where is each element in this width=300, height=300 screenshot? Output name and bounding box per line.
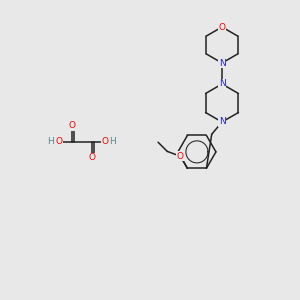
Text: O: O bbox=[88, 154, 95, 163]
Text: O: O bbox=[101, 137, 109, 146]
Text: O: O bbox=[218, 22, 226, 32]
Text: O: O bbox=[68, 122, 76, 130]
Text: O: O bbox=[177, 152, 184, 161]
Text: N: N bbox=[219, 118, 225, 127]
Text: H: H bbox=[110, 137, 116, 146]
Text: H: H bbox=[48, 137, 54, 146]
Text: O: O bbox=[56, 137, 62, 146]
Text: N: N bbox=[219, 80, 225, 88]
Text: N: N bbox=[219, 58, 225, 68]
